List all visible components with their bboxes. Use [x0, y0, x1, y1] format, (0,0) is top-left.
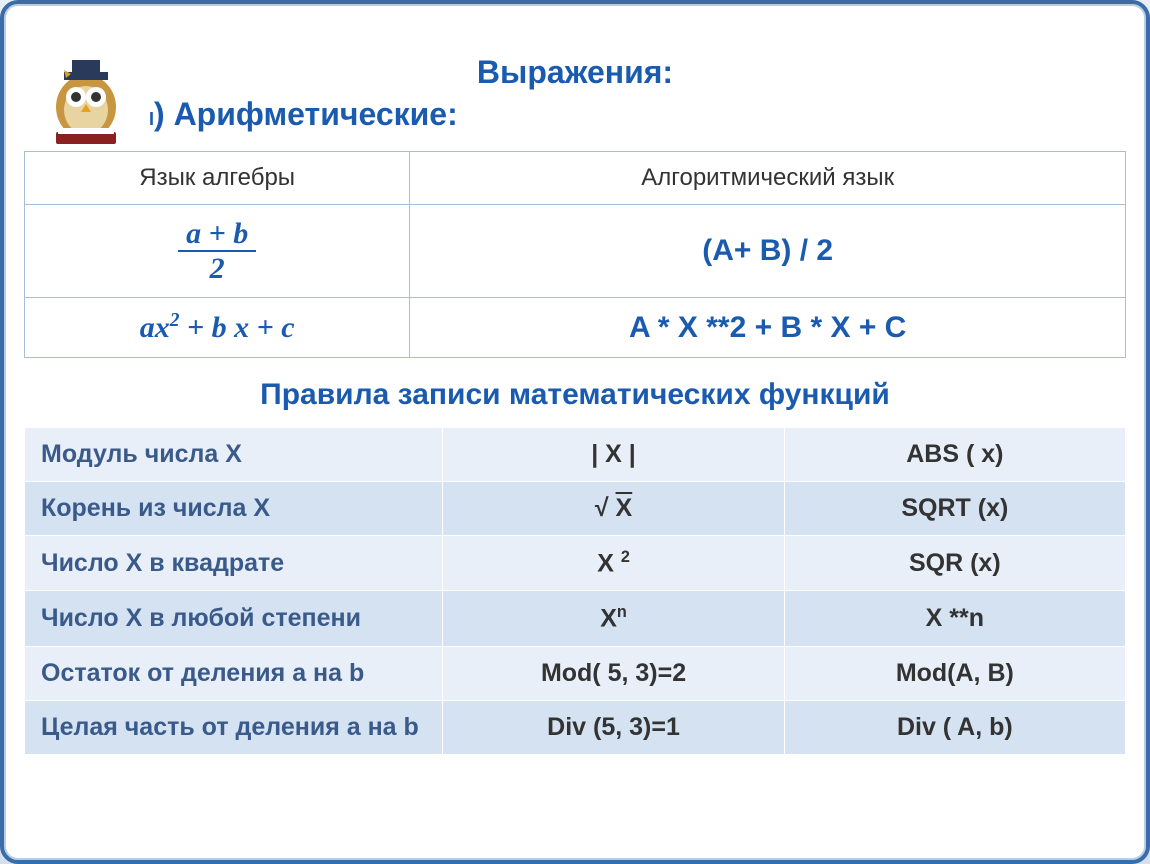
fraction-top: a + b	[178, 217, 256, 252]
functions-table: Модуль числа Х | X | ABS ( x) Корень из …	[24, 427, 1126, 755]
func-label: Число Х в квадрате	[25, 536, 443, 591]
func-label: Корень из числа Х	[25, 482, 443, 536]
func-label: Остаток от деления a на b	[25, 646, 443, 700]
func-code: X **n	[784, 591, 1125, 646]
table-row: Остаток от деления a на b Mod( 5, 3)=2 M…	[25, 646, 1126, 700]
func-math: Div (5, 3)=1	[443, 700, 784, 754]
table-row: Корень из числа Х √ X SQRT (x)	[25, 482, 1126, 536]
content-area: Язык алгебры Алгоритмический язык a + b …	[4, 151, 1146, 755]
table-row: Целая часть от деления a на b Div (5, 3)…	[25, 700, 1126, 754]
fraction-bottom: 2	[178, 252, 256, 285]
func-math: X 2	[443, 536, 784, 591]
func-code: ABS ( x)	[784, 428, 1125, 482]
func-label: Число Х в любой степени	[25, 591, 443, 646]
section-heading: Правила записи математических функций	[24, 378, 1126, 412]
table-row: Число Х в квадрате X 2 SQR (x)	[25, 536, 1126, 591]
func-code: SQR (x)	[784, 536, 1125, 591]
table1-row1-col2: (A+ B) / 2	[410, 205, 1126, 298]
func-code: Div ( A, b)	[784, 700, 1125, 754]
slide-frame: Выражения: I) Арифметические: Язык алгеб…	[0, 0, 1150, 864]
table1-header-1: Язык алгебры	[25, 152, 410, 205]
fraction: a + b 2	[178, 217, 256, 285]
expressions-table: Язык алгебры Алгоритмический язык a + b …	[24, 151, 1126, 358]
top-decoration	[50, 4, 1101, 44]
owl-icon	[36, 52, 136, 152]
title: Выражения:	[4, 54, 1146, 91]
subtitle-text: ) Арифметические:	[154, 96, 458, 132]
func-math: | X |	[443, 428, 784, 482]
func-math: Mod( 5, 3)=2	[443, 646, 784, 700]
table-row: Число Х в любой степени Xn X **n	[25, 591, 1126, 646]
table-row: Модуль числа Х | X | ABS ( x)	[25, 428, 1126, 482]
table1-header-2: Алгоритмический язык	[410, 152, 1126, 205]
table1-row2-col2: A * X **2 + B * X + C	[410, 298, 1126, 358]
table1-row2-col1: ax2 + b x + c	[25, 298, 410, 358]
func-code: SQRT (x)	[784, 482, 1125, 536]
func-label: Модуль числа Х	[25, 428, 443, 482]
func-label: Целая часть от деления a на b	[25, 700, 443, 754]
table1-row1-col1: a + b 2	[25, 205, 410, 298]
subtitle: I) Арифметические:	[149, 96, 1146, 133]
func-math: Xn	[443, 591, 784, 646]
func-code: Mod(A, B)	[784, 646, 1125, 700]
func-math: √ X	[443, 482, 784, 536]
quadratic-formula: ax2 + b x + c	[140, 311, 295, 344]
